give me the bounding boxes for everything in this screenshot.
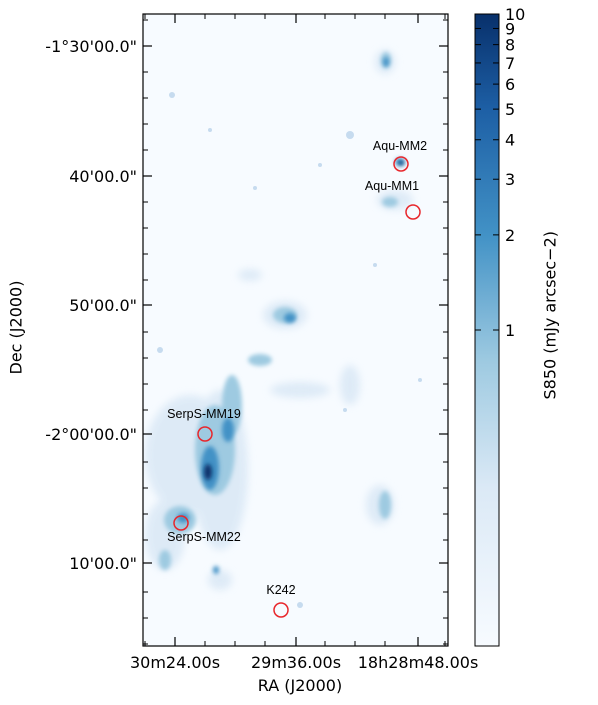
y-axis-label: Dec (J2000) <box>6 280 26 375</box>
y-tick-label: -1°30'00.0" <box>45 37 137 56</box>
source-marker <box>197 426 213 442</box>
colorbar-tick-label: 7 <box>505 54 515 73</box>
axes: -1°30'00.0" 40'00.0" 50'00.0" -2°00'00.0" 10… <box>45 13 479 672</box>
x-tick-label: 18h28m48.00s <box>358 653 479 672</box>
source-label: SerpS-MM22 <box>167 530 241 544</box>
emission-map: Aqu-MM2 Aqu-MM1 SerpS-MM19 SerpS-MM22 K242 -… <box>45 13 479 672</box>
y-tick-label: 50'00.0" <box>69 296 137 315</box>
colorbar-tick-label: 10 <box>505 5 525 24</box>
source-marker <box>273 602 289 618</box>
x-tick-label: 29m36.00s <box>251 653 341 672</box>
colorbar-tick-label: 4 <box>505 131 515 150</box>
source-markers: Aqu-MM2 Aqu-MM1 SerpS-MM19 SerpS-MM22 K242 <box>167 139 427 618</box>
colorbar-tick-label: 3 <box>505 170 515 189</box>
x-axis-label: RA (J2000) <box>257 676 343 695</box>
map-background <box>143 14 448 646</box>
colorbar-tick-label: 5 <box>505 100 515 119</box>
source-marker <box>173 515 189 531</box>
colorbar-tick-label: 6 <box>505 75 515 94</box>
colorbar-tick-label: 1 <box>505 321 515 340</box>
y-tick-label: 40'00.0" <box>69 167 137 186</box>
colorbar-label: S850 (mJy arcsec−2) <box>540 230 560 400</box>
source-label: SerpS-MM19 <box>167 407 241 421</box>
source-label: K242 <box>266 583 295 597</box>
colorbar-tick-label: 2 <box>505 226 515 245</box>
x-tick-label: 30m24.00s <box>130 653 220 672</box>
y-tick-label: -2°00'00.0" <box>45 425 137 444</box>
emission-features <box>145 50 422 608</box>
y-tick-label: 10'00.0" <box>69 554 137 573</box>
colorbar-tick-label: 8 <box>505 36 515 55</box>
colorbar-tick-label: 9 <box>505 19 515 38</box>
source-label: Aqu-MM2 <box>373 139 427 153</box>
source-label: Aqu-MM1 <box>365 179 419 193</box>
source-marker <box>405 204 421 220</box>
source-marker <box>393 156 409 172</box>
